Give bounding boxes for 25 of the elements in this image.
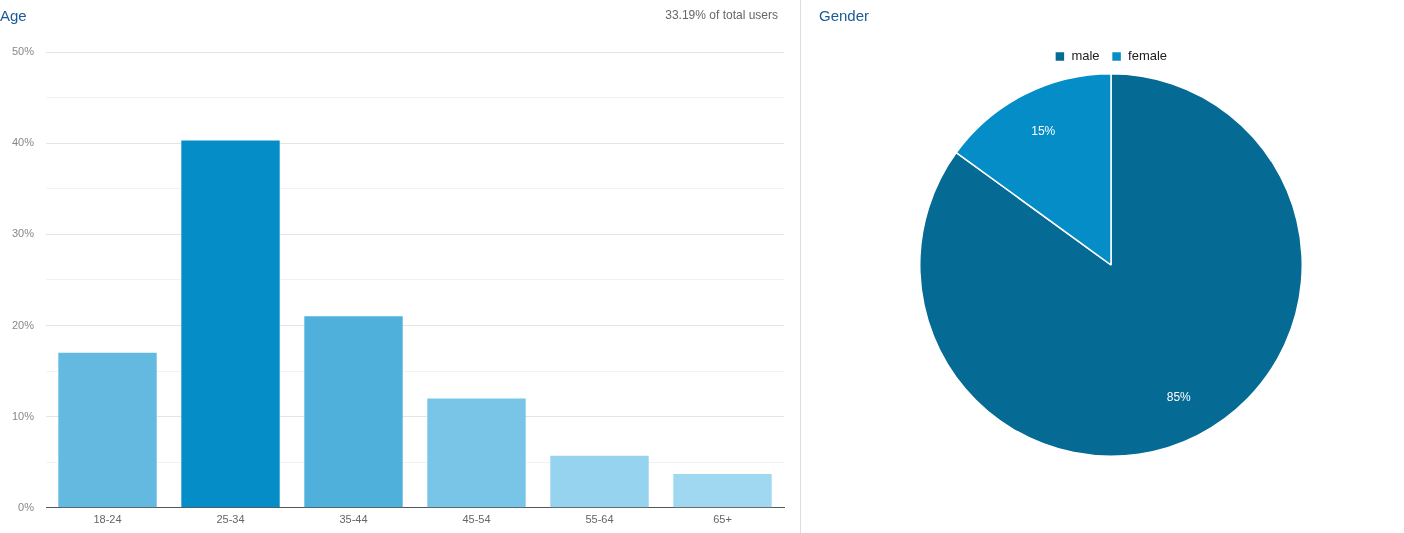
y-tick-label: 20% — [11, 318, 35, 331]
data-label: 85% — [1166, 390, 1192, 405]
x-tick-label: 35-44 — [339, 513, 368, 526]
y-tick-label: 10% — [11, 409, 35, 422]
x-tick-label: 18-24 — [93, 513, 122, 526]
y-tick-label: 50% — [11, 45, 35, 58]
chart-title: Gender — [819, 7, 870, 25]
y-tick-label: 0% — [18, 500, 35, 513]
bar — [181, 140, 280, 508]
bar — [304, 316, 403, 508]
data-label: 15% — [1031, 124, 1056, 139]
bar — [58, 352, 157, 508]
x-tick-label: 45-54 — [462, 513, 491, 526]
x-tick-label: 25-34 — [216, 513, 245, 526]
bar — [673, 474, 772, 508]
bar — [550, 455, 649, 508]
text: 33.19% of total users — [665, 8, 778, 23]
chart-title: Age — [0, 7, 27, 25]
bar — [427, 398, 526, 508]
y-tick-label: 30% — [11, 227, 35, 240]
x-tick-label: 55-64 — [585, 513, 614, 526]
legend-label: male — [1071, 48, 1100, 64]
x-tick-label: 65+ — [713, 513, 732, 526]
y-tick-label: 40% — [11, 136, 35, 149]
legend-label: female — [1128, 48, 1168, 64]
